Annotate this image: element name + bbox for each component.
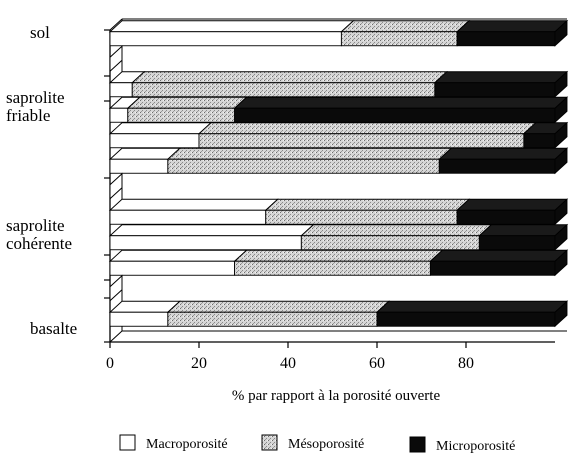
legend-label: Mésoporosité <box>288 437 364 452</box>
bar-segment-top-macroporosité <box>108 249 248 262</box>
bar-end-face <box>554 147 568 175</box>
category-label: saprolite <box>6 88 65 107</box>
bar-row <box>108 96 569 124</box>
bar-segment-mésoporosité <box>131 82 436 98</box>
bar-row <box>108 223 569 251</box>
bar-segment-microporosité <box>429 260 556 276</box>
bar-segment-top-microporosité <box>455 198 569 211</box>
bar-segment-mésoporosité <box>300 235 480 251</box>
bar-segment-top-microporosité <box>478 224 569 237</box>
bar-end-face <box>554 121 568 149</box>
bar-empty <box>109 274 123 302</box>
bar-segment-top-microporosité <box>233 96 569 109</box>
bar-segment-microporosité <box>456 209 556 225</box>
bar-segment-microporosité <box>478 235 556 251</box>
bar-row <box>108 300 569 328</box>
axes <box>104 18 567 343</box>
bar-segment-microporosité <box>438 158 556 174</box>
bar-segment-top-mésoporosité <box>300 224 493 237</box>
bar-end-face <box>554 300 568 328</box>
x-tick-label: 0 <box>106 355 114 372</box>
bar-row <box>108 70 569 98</box>
bar-segment-top-mésoporosité <box>166 147 453 160</box>
bar-segment-top-microporosité <box>438 147 569 160</box>
bar-segment-macroporosité <box>109 260 236 276</box>
x-tick-label: 60 <box>369 355 385 372</box>
bar-segment-mésoporosité <box>167 158 440 174</box>
category-label: cohérente <box>6 234 72 253</box>
bottom-depth-line <box>109 330 123 343</box>
bar-segment-top-mésoporosité <box>197 122 538 135</box>
legend-swatch <box>119 434 136 451</box>
bar-empty <box>109 172 123 200</box>
bar-segment-top-microporosité <box>455 20 569 33</box>
bar-end-face <box>554 223 568 251</box>
bar-row <box>108 147 569 175</box>
bar-segment-macroporosité <box>109 209 267 225</box>
bar-segment-mésoporosité <box>340 31 458 47</box>
x-tick-label: 80 <box>458 355 474 372</box>
x-axis-label: % par rapport à la porosité ouverte <box>232 388 441 404</box>
x-tick-label: 40 <box>280 355 296 372</box>
bar-segment-microporosité <box>523 133 556 149</box>
category-label: friable <box>6 106 50 125</box>
legend-swatch <box>261 434 278 451</box>
bar-segment-macroporosité <box>109 158 169 174</box>
bar-empty <box>109 45 123 73</box>
bar-segment-top-mésoporosité <box>126 96 248 109</box>
bar-row <box>109 274 123 302</box>
bar-segment-macroporosité <box>109 82 133 98</box>
bar-segment-top-mésoporosité <box>166 300 391 313</box>
bar-segment-macroporosité <box>109 107 129 123</box>
bar-segment-macroporosité <box>109 311 169 327</box>
bar-segment-mésoporosité <box>167 311 378 327</box>
x-tick-labels: 0 20 40 60 80 <box>106 342 474 372</box>
bar-row <box>108 198 569 226</box>
bar-segment-top-microporosité <box>375 300 569 313</box>
bar-end-face <box>554 249 568 277</box>
bar-segment-top-macroporosité <box>108 122 213 135</box>
bar-row <box>109 172 123 200</box>
bar-row <box>108 249 569 277</box>
bar-row <box>108 121 569 149</box>
bar-row <box>108 19 569 47</box>
bar-segment-top-mésoporosité <box>131 71 449 84</box>
bar-segment-top-microporosité <box>433 71 569 84</box>
bar-segment-mésoporosité <box>234 260 431 276</box>
bar-segment-microporosité <box>456 31 556 47</box>
legend: Macroporosité Mésoporosité Microporosité <box>119 434 515 454</box>
bar-end-face <box>554 96 568 124</box>
bar-end-face <box>554 19 568 47</box>
bar-segment-top-macroporosité <box>108 20 355 33</box>
bar-segment-top-mésoporosité <box>340 20 471 33</box>
category-label: sol <box>30 23 50 42</box>
bar-end-face <box>554 70 568 98</box>
category-label: basalte <box>30 319 77 338</box>
bar-segment-macroporosité <box>109 235 302 251</box>
bar-segment-microporosité <box>434 82 556 98</box>
bar-segment-mésoporosité <box>127 107 236 123</box>
bar-segment-top-macroporosité <box>108 224 315 237</box>
bars <box>108 19 569 328</box>
bar-segment-microporosité <box>376 311 556 327</box>
bar-segment-top-microporosité <box>429 249 569 262</box>
bar-row <box>109 45 123 73</box>
bar-segment-macroporosité <box>109 133 200 149</box>
legend-label: Macroporosité <box>146 437 228 452</box>
x-tick-label: 20 <box>191 355 207 372</box>
bar-segment-top-mésoporosité <box>264 198 471 211</box>
bar-segment-top-mésoporosité <box>233 249 444 262</box>
bar-end-face <box>554 198 568 226</box>
legend-swatch <box>409 436 426 453</box>
bar-segment-macroporosité <box>109 31 342 47</box>
bar-segment-top-macroporosité <box>108 198 279 211</box>
top-depth-line <box>109 18 123 31</box>
bar-segment-microporosité <box>234 107 556 123</box>
bar-segment-mésoporosité <box>265 209 458 225</box>
category-label: saprolite <box>6 216 65 235</box>
bar-segment-mésoporosité <box>198 133 525 149</box>
legend-label: Microporosité <box>436 439 515 454</box>
category-labels: solsaprolitefriablesaprolitecohérentebas… <box>6 23 77 338</box>
